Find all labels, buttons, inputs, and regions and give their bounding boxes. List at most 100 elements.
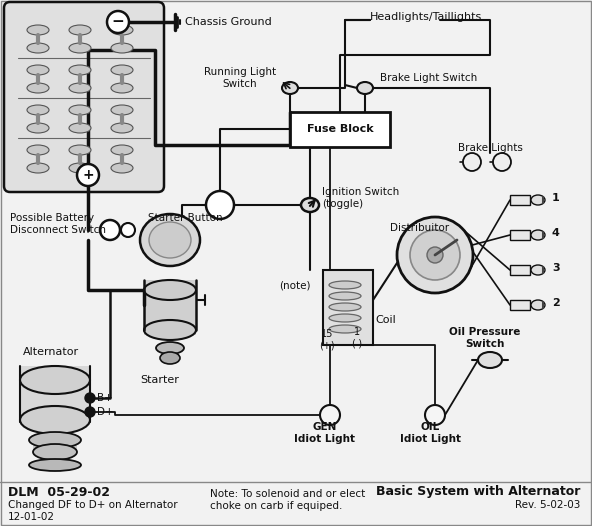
Text: +: + [82,168,94,182]
Circle shape [397,217,473,293]
Bar [510,300,530,310]
Ellipse shape [111,65,133,75]
Ellipse shape [329,281,361,289]
Circle shape [85,407,95,417]
Text: Oil Pressure
Switch: Oil Pressure Switch [449,327,521,349]
Ellipse shape [27,145,49,155]
Ellipse shape [111,25,133,35]
Ellipse shape [27,83,49,93]
Ellipse shape [329,314,361,322]
Text: 2: 2 [552,298,560,308]
Ellipse shape [478,352,502,368]
Circle shape [427,247,443,263]
Ellipse shape [144,280,196,300]
Text: 3: 3 [552,263,559,273]
Ellipse shape [329,303,361,311]
Ellipse shape [140,214,200,266]
Text: Rev. 5-02-03: Rev. 5-02-03 [514,500,580,510]
Ellipse shape [156,342,184,354]
Ellipse shape [27,25,49,35]
Ellipse shape [27,123,49,133]
Ellipse shape [69,83,91,93]
Ellipse shape [69,43,91,53]
Ellipse shape [69,25,91,35]
Text: OIL
Idiot Light: OIL Idiot Light [400,422,461,444]
Ellipse shape [531,230,545,240]
Text: (note): (note) [279,280,311,290]
Ellipse shape [111,145,133,155]
Ellipse shape [69,123,91,133]
Ellipse shape [111,43,133,53]
Ellipse shape [531,300,545,310]
Text: 4: 4 [552,228,560,238]
Ellipse shape [29,459,81,471]
Circle shape [100,220,120,240]
Bar [510,195,530,205]
Ellipse shape [20,406,90,434]
Ellipse shape [329,292,361,300]
Circle shape [206,191,234,219]
Ellipse shape [69,105,91,115]
Ellipse shape [329,325,361,333]
Ellipse shape [111,105,133,115]
Circle shape [320,405,340,425]
Ellipse shape [20,366,90,394]
Ellipse shape [160,352,180,364]
Bar [510,230,530,240]
Ellipse shape [69,145,91,155]
Text: Running Light
Switch: Running Light Switch [204,67,276,89]
Circle shape [425,405,445,425]
Circle shape [107,11,129,33]
Ellipse shape [27,43,49,53]
Text: 15
(+): 15 (+) [319,329,335,351]
Text: −: − [112,15,124,29]
Text: Coil: Coil [375,315,395,325]
Ellipse shape [357,82,373,94]
Text: Starter Button: Starter Button [147,213,223,223]
Text: Brake Light Switch: Brake Light Switch [380,73,477,83]
Ellipse shape [531,265,545,275]
Ellipse shape [27,105,49,115]
Ellipse shape [111,83,133,93]
Circle shape [410,230,460,280]
Bar [20,366,90,421]
Text: 1
(-): 1 (-) [352,327,362,349]
Circle shape [463,153,481,171]
Text: Possible Battery
Disconnect Switch: Possible Battery Disconnect Switch [10,213,106,235]
Text: GEN
Idiot Light: GEN Idiot Light [294,422,356,444]
Text: D+: D+ [97,407,114,417]
Text: Ignition Switch
(toggle): Ignition Switch (toggle) [322,187,399,209]
Ellipse shape [27,65,49,75]
Circle shape [493,153,511,171]
Circle shape [77,164,99,186]
Ellipse shape [27,163,49,173]
Text: Basic System with Alternator: Basic System with Alternator [376,485,580,499]
Ellipse shape [301,198,319,212]
Text: Chassis Ground: Chassis Ground [185,17,272,27]
FancyBboxPatch shape [4,2,164,192]
Bar [510,265,530,275]
Text: Fuse Block: Fuse Block [307,124,374,134]
Ellipse shape [33,444,77,460]
Bar [33,440,77,452]
Ellipse shape [531,195,545,205]
Bar [290,112,390,147]
Ellipse shape [144,320,196,340]
Ellipse shape [29,432,81,448]
Ellipse shape [282,82,298,94]
Ellipse shape [111,123,133,133]
Circle shape [121,223,135,237]
Text: 12-01-02: 12-01-02 [8,512,55,522]
Text: Alternator: Alternator [23,347,79,357]
Text: Changed DF to D+ on Alternator: Changed DF to D+ on Alternator [8,500,178,510]
Text: 1: 1 [552,193,560,203]
Circle shape [85,393,95,403]
Text: Starter: Starter [140,375,179,385]
Bar [144,280,196,335]
Text: Headlights/Taillights: Headlights/Taillights [370,12,482,22]
Bar [323,270,373,345]
Ellipse shape [69,163,91,173]
Text: Brake Lights: Brake Lights [458,143,522,153]
Text: B+: B+ [97,393,112,403]
Text: DLM  05-29-02: DLM 05-29-02 [8,485,110,499]
